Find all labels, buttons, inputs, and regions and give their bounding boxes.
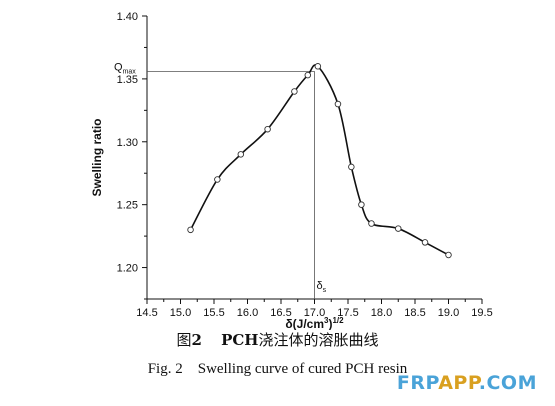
x-axis-label-main: δ(J/cm bbox=[285, 317, 324, 330]
x-tick-label: 18.5 bbox=[404, 307, 425, 319]
x-tick-label: 17.0 bbox=[304, 307, 325, 319]
x-tick-label: 15.5 bbox=[203, 307, 224, 319]
data-point bbox=[368, 220, 375, 227]
qmax-letter: Q bbox=[114, 61, 123, 73]
data-point bbox=[237, 151, 245, 158]
y-tick-label: 1.25 bbox=[117, 200, 138, 212]
data-point bbox=[264, 125, 271, 133]
caption-cn-bold: PCH bbox=[221, 331, 259, 349]
data-point bbox=[421, 239, 429, 246]
caption-cn-number: 2 bbox=[191, 331, 202, 349]
qmax-annotation: Qmax bbox=[114, 61, 136, 75]
watermark-logo: FRPAPP.COM bbox=[397, 372, 537, 394]
data-point bbox=[334, 100, 342, 108]
reference-lines bbox=[147, 70, 315, 299]
y-tick-label: 1.30 bbox=[117, 137, 138, 149]
data-point bbox=[187, 226, 194, 234]
y-tick-label: 1.20 bbox=[117, 263, 138, 275]
delta-s-annotation: δs bbox=[317, 280, 327, 294]
x-tick-label: 16.5 bbox=[270, 307, 291, 319]
data-point bbox=[214, 176, 221, 183]
x-axis-label-sup1: 3 bbox=[324, 316, 329, 325]
swelling-curve bbox=[189, 64, 449, 256]
caption-chinese: 图2 PCH浇注体的溶胀曲线 bbox=[0, 329, 555, 350]
x-tick-label: 17.5 bbox=[337, 307, 358, 319]
x-tick-label: 19.5 bbox=[471, 307, 492, 319]
data-point bbox=[291, 88, 298, 95]
watermark-part3: .COM bbox=[478, 372, 537, 394]
x-tick-label: 16.0 bbox=[237, 307, 258, 319]
x-axis-label: δ(J/cm3)1/2 bbox=[285, 316, 344, 330]
data-point bbox=[348, 163, 355, 171]
delta-subscript: s bbox=[323, 287, 327, 294]
x-axis-label-sup2: 1/2 bbox=[332, 316, 344, 325]
data-point bbox=[314, 63, 322, 70]
y-tick-label: 1.40 bbox=[117, 11, 138, 23]
x-tick-label: 19.0 bbox=[438, 307, 459, 319]
data-point bbox=[304, 71, 312, 79]
x-tick-label: 14.5 bbox=[136, 307, 157, 319]
x-tick-label: 18.0 bbox=[371, 307, 392, 319]
caption-cn-prefix: 图 bbox=[176, 331, 192, 349]
swelling-chart: 14.5 15.0 15.5 16.0 16.5 17.0 17.5 18.0 18.5 19.0… bbox=[90, 11, 493, 330]
data-points bbox=[187, 63, 452, 259]
caption-cn-rest: 浇注体的溶胀曲线 bbox=[258, 331, 379, 349]
y-tick-label: 1.35 bbox=[117, 74, 138, 86]
x-tick-label: 15.0 bbox=[170, 307, 191, 319]
data-point bbox=[445, 251, 452, 259]
watermark-part1: FRP bbox=[396, 372, 439, 394]
delta-letter: δ bbox=[317, 280, 323, 292]
data-point bbox=[395, 225, 402, 232]
qmax-subscript: max bbox=[123, 68, 137, 75]
axes: 14.5 15.0 15.5 16.0 16.5 17.0 17.5 18.0 18.5 19.0… bbox=[117, 11, 493, 319]
watermark-part2: APP bbox=[438, 372, 479, 394]
caption-english: Fig. 2 Swelling curve of cured PCH resin bbox=[147, 361, 408, 377]
data-point bbox=[358, 201, 365, 208]
chart-labels: Swelling ratio δ(J/cm3)1/2 Qmax δs bbox=[90, 61, 344, 330]
y-axis-label: Swelling ratio bbox=[90, 118, 104, 196]
x-axis-label-close: ) bbox=[328, 317, 332, 330]
